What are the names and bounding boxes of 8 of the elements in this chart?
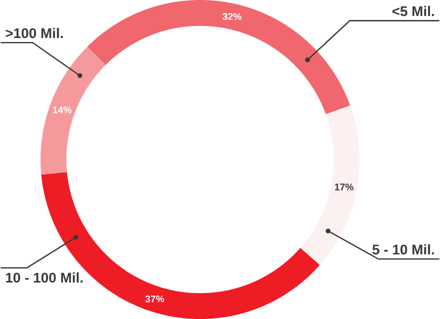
data-label: 17% <box>334 184 354 190</box>
slice-label: <5 Mil. <box>392 6 434 16</box>
slice-label: >100 Mil. <box>6 28 63 38</box>
data-label: 37% <box>145 295 164 302</box>
data-label: 14% <box>53 106 72 114</box>
data-label: 32% <box>222 13 242 20</box>
slice-label: 5 - 10 Mil. <box>372 244 434 254</box>
slice-label: 10 - 100 Mil. <box>6 272 83 283</box>
